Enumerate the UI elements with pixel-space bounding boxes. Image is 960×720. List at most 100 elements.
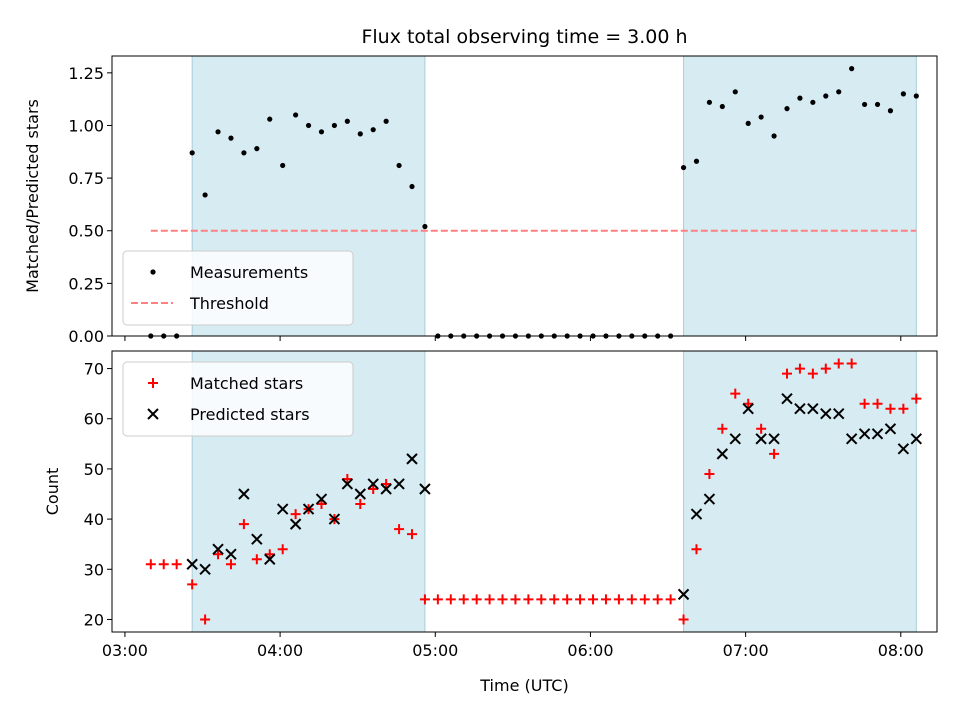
- measurement-point: [887, 108, 894, 114]
- legend: Matched stars Predicted stars: [122, 361, 354, 437]
- matched-point: [575, 594, 586, 605]
- measurement-point: [396, 162, 402, 169]
- matched-point: [911, 393, 922, 404]
- measurement-point: [344, 118, 350, 124]
- measurement-point: [215, 129, 221, 135]
- bottom-panel-count: 20 30 40 50 60 70 03:00 04:00 05:00 06:00 07:00 08:…: [43, 350, 938, 695]
- measurement-point: [254, 146, 260, 152]
- matched-point: [497, 594, 508, 605]
- predicted-point: [199, 563, 211, 575]
- matched-point: [316, 499, 327, 510]
- legend-box: [122, 250, 354, 326]
- predicted-point: [820, 408, 832, 420]
- measurement-point: [267, 116, 273, 122]
- matched-point: [381, 478, 392, 489]
- predicted-point: [380, 483, 392, 495]
- measurement-point: [241, 150, 247, 156]
- x-tick-label: 05:00: [412, 641, 458, 660]
- x-tick-label: 04:00: [257, 641, 303, 660]
- matched-point: [471, 594, 482, 605]
- matched-point: [419, 594, 430, 605]
- matched-point: [769, 448, 780, 459]
- y-tick-label: 1.00: [68, 116, 104, 135]
- predicted-point: [354, 488, 366, 500]
- top-panel-ratio: 0.00 0.25 0.50 0.75 1.00 1.25 Matched/Predicte…: [23, 26, 938, 346]
- measurement-point: [189, 150, 195, 156]
- predicted-point: [406, 453, 418, 465]
- measurement-point: [810, 99, 816, 105]
- y-tick-label: 0.75: [68, 169, 104, 188]
- matched-point: [407, 529, 417, 540]
- matched-point: [484, 594, 495, 605]
- matched-point: [523, 594, 534, 605]
- legend-label: Matched stars: [190, 374, 303, 393]
- measurement-point: [383, 118, 389, 124]
- matched-point: [355, 499, 366, 510]
- predicted-point: [289, 518, 302, 530]
- y-tick-label: 0.00: [68, 327, 104, 346]
- matched-point: [846, 358, 857, 369]
- series-2: [186, 392, 923, 601]
- matched-point: [445, 594, 456, 605]
- x-tick-label: 08:00: [878, 641, 924, 660]
- measurement-point: [784, 106, 790, 112]
- predicted-point: [328, 513, 341, 525]
- matched-point: [171, 559, 182, 570]
- measurement-point: [849, 66, 855, 72]
- y-tick-label: 0.50: [68, 222, 104, 241]
- matched-point: [600, 594, 611, 605]
- predicted-point: [871, 428, 884, 440]
- series-1: [148, 66, 919, 339]
- series-1: [145, 358, 922, 625]
- x-axis-label: Time (UTC): [479, 676, 568, 695]
- predicted-point: [367, 478, 379, 490]
- measurement-point: [861, 101, 868, 108]
- predicted-point: [419, 483, 431, 495]
- predicted-point: [716, 448, 729, 460]
- predicted-point: [781, 392, 793, 405]
- matched-point: [368, 483, 379, 494]
- matched-point: [678, 614, 689, 625]
- y-tick-label: 70: [84, 360, 104, 379]
- matched-point: [898, 403, 909, 414]
- legend-label: Predicted stars: [190, 405, 310, 424]
- predicted-point: [677, 588, 690, 601]
- predicted-point: [264, 553, 276, 565]
- predicted-point: [833, 408, 845, 420]
- predicted-point: [910, 433, 923, 445]
- matched-point: [290, 509, 301, 520]
- matched-point: [251, 554, 262, 565]
- measurement-point: [280, 162, 286, 169]
- predicted-point: [729, 433, 741, 445]
- predicted-point: [884, 423, 897, 435]
- legend-marker-x: [147, 408, 159, 420]
- measurement-point: [370, 127, 376, 133]
- matched-point: [264, 549, 275, 560]
- x-tick-label: 03:00: [102, 641, 148, 660]
- measurement-point: [758, 114, 764, 120]
- matched-point: [691, 544, 702, 555]
- legend-box: [122, 361, 354, 437]
- measurement-point: [719, 103, 725, 110]
- matched-point: [187, 579, 198, 590]
- measurement-point: [745, 120, 751, 126]
- measurement-point: [228, 135, 234, 141]
- legend-label: Threshold: [189, 294, 269, 313]
- matched-point: [588, 594, 599, 605]
- predicted-point: [755, 433, 767, 445]
- predicted-point: [768, 433, 780, 445]
- measurement-point: [900, 91, 906, 97]
- matched-point: [613, 594, 624, 605]
- matched-point: [238, 519, 249, 530]
- legend-marker-dot: [150, 269, 156, 275]
- measurement-point: [706, 99, 713, 105]
- legend-marker-plus: [148, 378, 158, 388]
- matched-point: [782, 368, 792, 379]
- measurement-point: [422, 223, 428, 230]
- matched-point: [626, 594, 637, 605]
- measurement-point: [293, 112, 299, 118]
- matched-point: [225, 559, 236, 570]
- plot-frame: [111, 350, 938, 633]
- measurement-point: [331, 122, 338, 129]
